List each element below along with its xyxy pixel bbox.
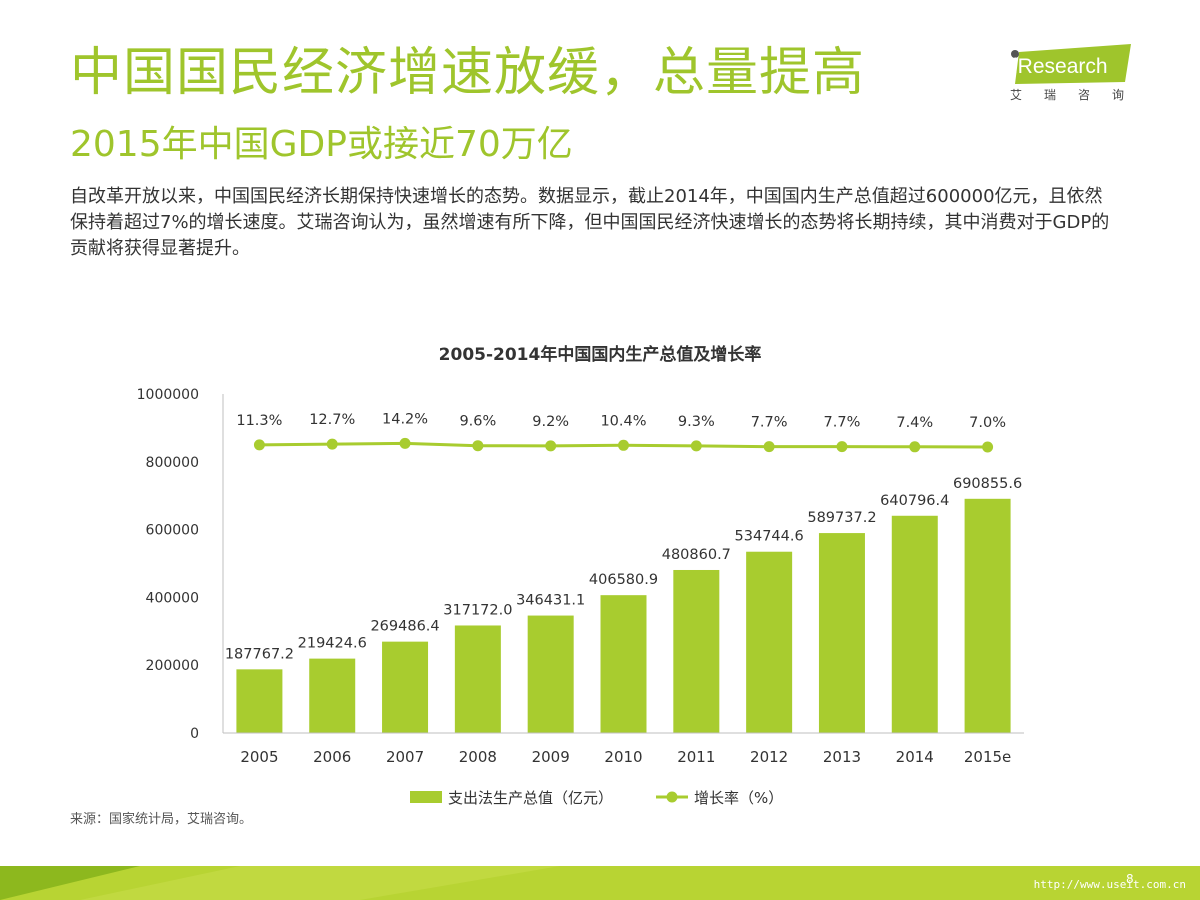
iresearch-logo: iResearch <box>1005 44 1135 106</box>
x-tick-label: 2005 <box>240 748 278 766</box>
bar-value-label: 589737.2 <box>807 510 876 526</box>
growth-value-label: 12.7% <box>309 412 355 428</box>
growth-point <box>253 439 265 451</box>
bar <box>600 595 647 733</box>
growth-value-label: 7.0% <box>969 415 1006 431</box>
growth-value-label: 11.3% <box>236 413 282 429</box>
footer-url: http://www.useit.com.cn <box>1033 878 1186 891</box>
growth-value-label: 9.2% <box>532 414 569 430</box>
y-tick-label: 200000 <box>146 658 199 674</box>
growth-point <box>399 437 411 449</box>
bar-value-label: 269486.4 <box>370 619 439 635</box>
bar <box>746 551 793 733</box>
bar-value-label: 346431.1 <box>516 593 585 609</box>
chart-title: 2005-2014年中国国内生产总值及增长率 <box>439 344 762 365</box>
y-axis: 0 200000 400000 600000 800000 1000000 <box>137 387 224 742</box>
bar-value-label: 640796.4 <box>880 493 949 509</box>
x-tick-label: 2013 <box>823 748 861 766</box>
bar <box>818 533 865 733</box>
growth-point <box>618 439 629 451</box>
bar <box>309 658 356 733</box>
bar-value-label: 534744.6 <box>735 529 804 545</box>
page-number: 8 <box>1126 872 1134 886</box>
growth-point <box>982 441 994 453</box>
growth-point <box>836 441 848 453</box>
logo-badge <box>1015 44 1131 84</box>
source-note: 来源：国家统计局，艾瑞咨询。 <box>70 812 253 827</box>
page-title: 中国国民经济增速放缓，总量提高 <box>70 43 866 103</box>
x-tick-label: 2009 <box>532 748 570 766</box>
growth-point <box>545 440 557 452</box>
growth-point <box>690 440 702 452</box>
bar-value-label: 187767.2 <box>225 646 294 662</box>
page-subtitle: 2015年中国GDP或接近70万亿 <box>70 124 573 165</box>
bar <box>891 515 938 733</box>
bar <box>382 641 429 733</box>
body-paragraph: 自改革开放以来，中国国民经济长期保持快速增长的态势。数据显示，截止2014年，中… <box>70 186 1110 259</box>
logo-dot <box>1011 50 1019 58</box>
growth-line-series <box>253 437 994 453</box>
growth-value-label: 7.7% <box>751 415 788 431</box>
bar <box>964 498 1011 733</box>
legend-bar-label: 支出法生产总值（亿元） <box>448 789 613 805</box>
y-tick-label: 800000 <box>146 455 199 471</box>
bar-value-label: 690855.6 <box>953 476 1022 492</box>
x-tick-label: 2012 <box>750 748 788 766</box>
bar-value-label: 406580.9 <box>589 572 658 588</box>
bar <box>673 569 720 733</box>
growth-value-label: 7.4% <box>896 415 933 431</box>
logo-subtext: 艾瑞咨询 <box>1010 88 1124 102</box>
growth-point <box>763 441 775 453</box>
footer-band <box>0 866 1200 900</box>
x-tick-label: 2006 <box>313 748 351 766</box>
bar <box>454 625 501 733</box>
y-tick-label: 0 <box>190 726 199 742</box>
growth-value-label: 9.3% <box>678 414 715 430</box>
gdp-chart: 2005-2014年中国国内生产总值及增长率 0 200000 400000 6000… <box>137 344 1024 805</box>
growth-labels: 11.3% 12.7% 14.2% 9.6% 9.2% 10.4% 9.3% 7.7% 7.7%… <box>236 411 1006 431</box>
x-tick-label: 2008 <box>459 748 497 766</box>
bar-value-label: 219424.6 <box>298 636 367 652</box>
bar-value-label: 317172.0 <box>443 602 512 618</box>
x-tick-label: 2014 <box>896 748 934 766</box>
y-tick-label: 600000 <box>146 523 199 539</box>
x-axis: 2005 2006 2007 2008 2009 2010 2011 2012 2013 2014… <box>223 732 1024 766</box>
y-tick-label: 400000 <box>146 590 199 606</box>
bar <box>236 669 283 733</box>
growth-value-label: 10.4% <box>600 413 646 429</box>
legend-line-label: 增长率（%） <box>694 789 783 805</box>
growth-point <box>909 441 921 453</box>
growth-value-label: 7.7% <box>824 415 861 431</box>
x-tick-label: 2007 <box>386 748 424 766</box>
chart-legend: 支出法生产总值（亿元） 增长率（%） <box>410 789 783 805</box>
x-tick-label: 2010 <box>604 748 642 766</box>
legend-bar-swatch <box>410 791 442 803</box>
growth-point <box>326 438 338 450</box>
growth-point <box>472 440 484 452</box>
bar-series <box>236 498 1011 733</box>
growth-value-label: 9.6% <box>459 414 496 430</box>
growth-value-label: 14.2% <box>382 411 428 427</box>
bar-labels: 187767.2219424.6269486.4317172.0346431.1… <box>225 476 1022 663</box>
logo-brand: iResearch <box>1013 55 1108 78</box>
legend-line-marker <box>666 791 678 803</box>
x-tick-label: 2011 <box>677 748 715 766</box>
bar <box>527 615 574 733</box>
x-tick-label: 2015e <box>964 748 1011 766</box>
y-tick-label: 1000000 <box>137 387 199 403</box>
bar-value-label: 480860.7 <box>662 547 731 563</box>
